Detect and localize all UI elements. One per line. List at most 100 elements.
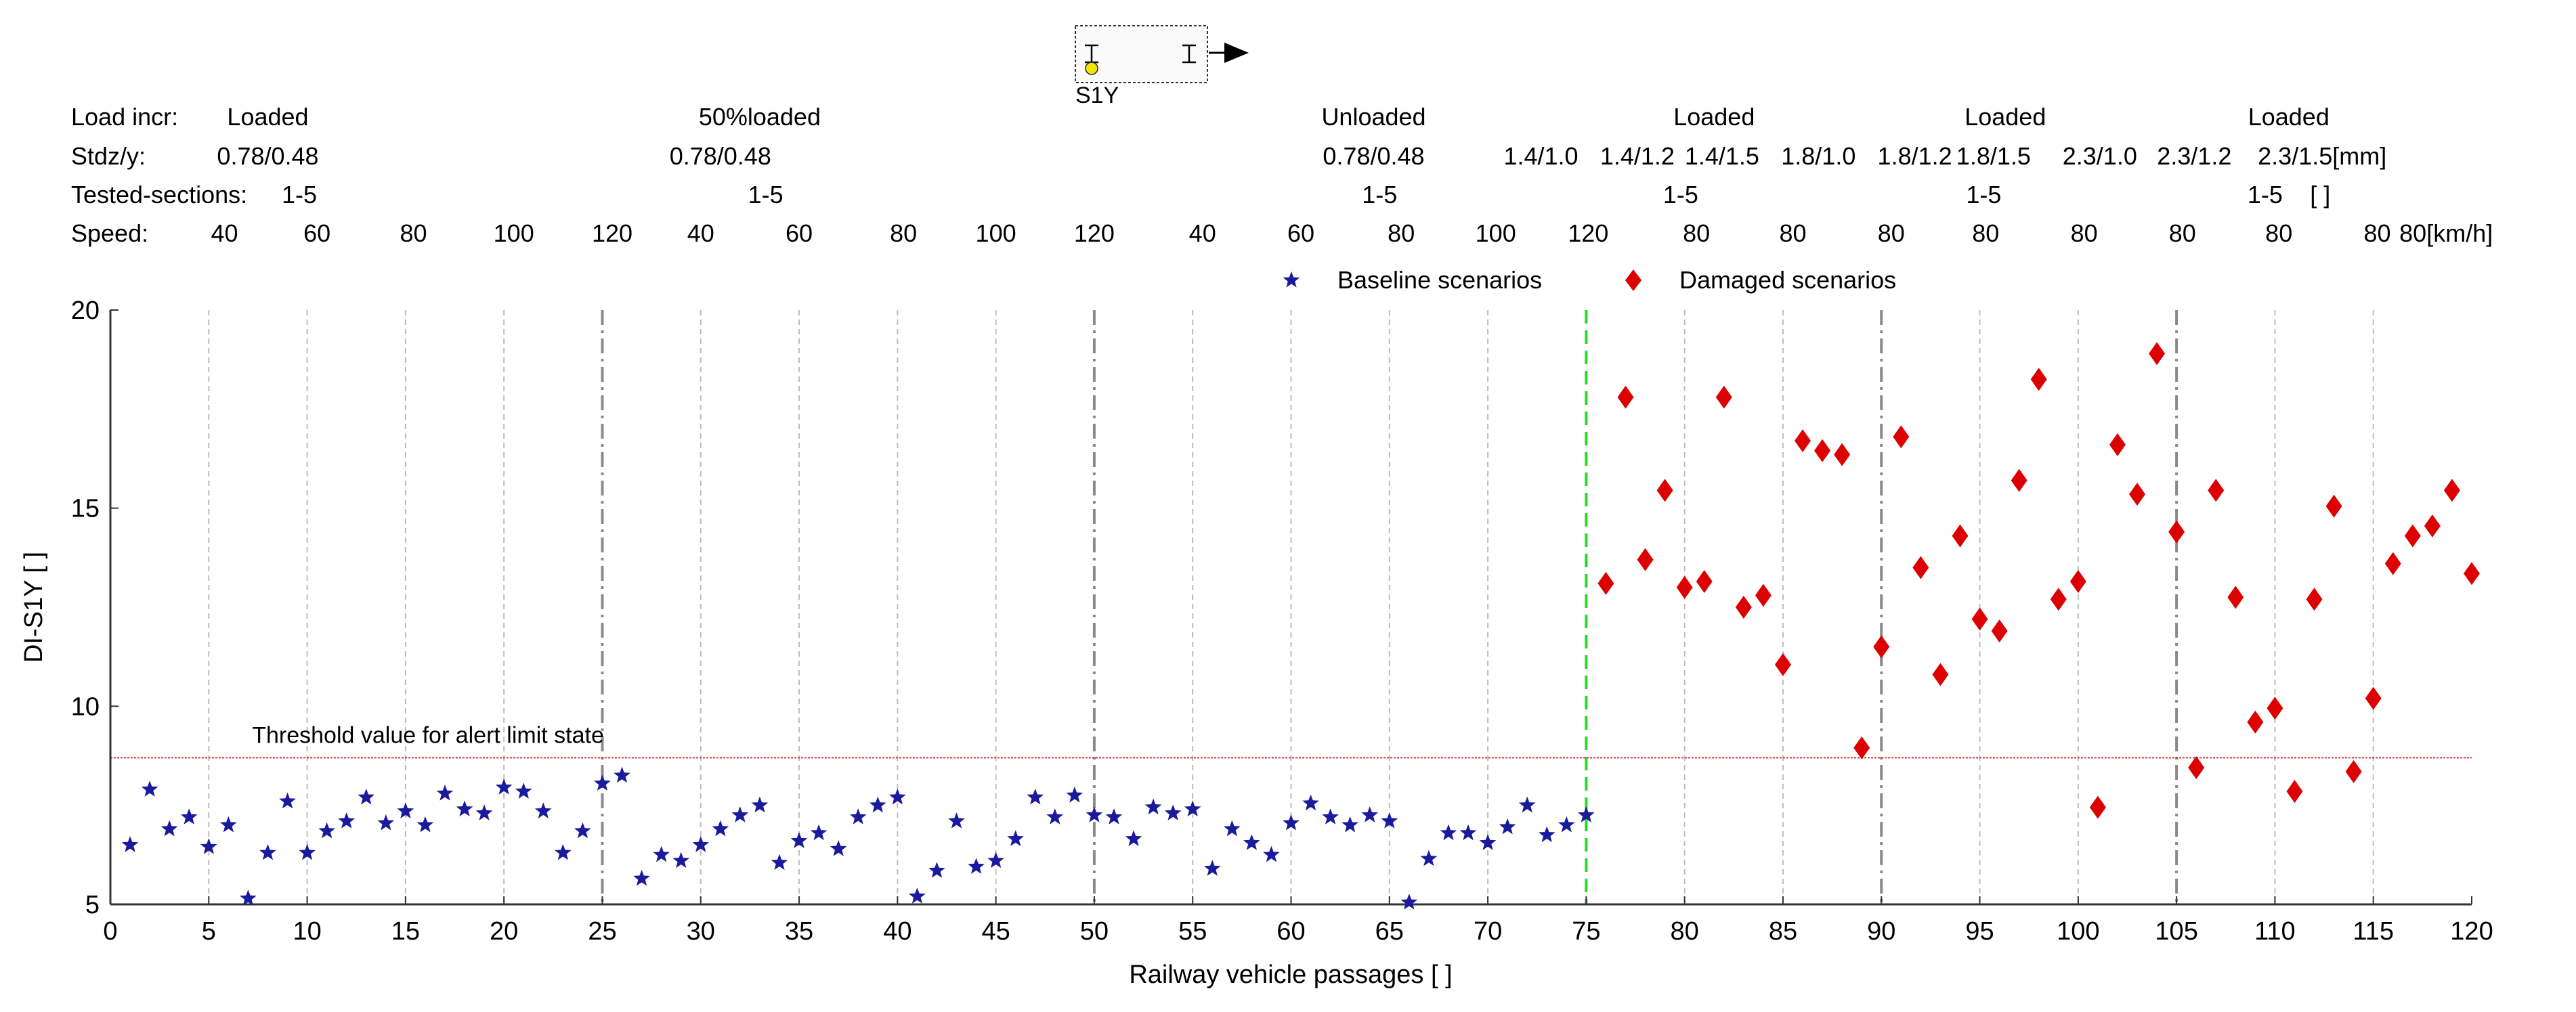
- baseline-point: [849, 808, 867, 824]
- x-tick-label: 110: [2254, 917, 2296, 946]
- damaged-point: [2247, 710, 2264, 734]
- x-tick-label: 40: [883, 917, 911, 946]
- baseline-point: [712, 820, 729, 837]
- header-cell: 100: [976, 219, 1016, 247]
- legend-marker-damaged: [1625, 269, 1641, 291]
- data-markers: [121, 342, 2480, 910]
- header-cell: 120: [592, 219, 632, 247]
- damaged-point: [2109, 433, 2126, 457]
- header-cell: 0.78/0.48: [217, 142, 318, 170]
- baseline-point: [240, 889, 257, 906]
- baseline-point: [1086, 806, 1103, 822]
- x-tick-label: 80: [1671, 917, 1699, 946]
- damaged-point: [2424, 514, 2441, 538]
- gridlines: [208, 310, 2374, 904]
- x-tick-label: 60: [1276, 917, 1305, 946]
- header-cell: 1-5: [1362, 181, 1397, 208]
- damaged-point: [1735, 596, 1752, 619]
- baseline-point: [1164, 804, 1182, 820]
- header-cell: 100: [494, 219, 534, 247]
- baseline-point: [1184, 800, 1201, 816]
- damaged-point: [2129, 483, 2146, 506]
- baseline-point: [515, 783, 532, 799]
- baseline-point: [968, 858, 985, 874]
- header-cell: 1.4/1.5: [1685, 142, 1759, 170]
- baseline-point: [1243, 834, 1260, 850]
- baseline-point: [1578, 806, 1595, 822]
- damaged-point: [2345, 760, 2362, 783]
- header-cell: 1-5: [282, 181, 317, 208]
- baseline-point: [771, 854, 788, 871]
- x-tick-label: 55: [1178, 917, 1207, 946]
- y-tick-label: 5: [85, 891, 100, 919]
- threshold-label: Threshold value for alert limit state: [252, 722, 604, 748]
- x-tick-label: 50: [1080, 917, 1109, 946]
- x-tick-label: 35: [785, 917, 813, 946]
- baseline-point: [1066, 787, 1083, 803]
- schematic-box: [1075, 25, 1208, 83]
- baseline-point: [338, 812, 356, 829]
- damaged-point: [2365, 686, 2382, 710]
- damaged-point: [1637, 548, 1654, 571]
- damaged-point: [2286, 780, 2303, 804]
- damaged-point: [2208, 479, 2225, 502]
- baseline-point: [1322, 808, 1339, 824]
- damaged-point: [1597, 571, 1614, 595]
- header-cell: 80: [1972, 219, 1999, 247]
- y-axis-label: DI-S1Y [ ]: [20, 552, 48, 663]
- damaged-point: [2306, 588, 2323, 611]
- baseline-point: [1046, 808, 1064, 824]
- baseline-point: [1361, 806, 1379, 822]
- sensor-dot-icon: [1085, 62, 1098, 75]
- damaged-point: [1676, 575, 1693, 599]
- baseline-point: [1440, 824, 1457, 841]
- header-row-label: Load incr:: [71, 103, 178, 131]
- header-cell: [ ]: [2310, 181, 2330, 208]
- baseline-point: [1400, 894, 1418, 910]
- baseline-point: [475, 804, 493, 820]
- damaged-point: [2325, 494, 2342, 518]
- header-cell: 40: [211, 219, 238, 247]
- baseline-point: [1224, 820, 1241, 837]
- baseline-point: [160, 820, 178, 837]
- baseline-point: [259, 843, 276, 860]
- header-cell: 0.78/0.48: [1323, 142, 1424, 170]
- x-tick-label: 100: [2057, 917, 2099, 946]
- header-cell: 80: [1878, 219, 1905, 247]
- x-tick-label: 10: [293, 917, 321, 946]
- baseline-point: [377, 814, 395, 831]
- baseline-point: [1027, 789, 1044, 805]
- baseline-point: [830, 840, 847, 856]
- header-row-label: Stdz/y:: [71, 142, 146, 170]
- baseline-point: [1144, 798, 1162, 815]
- legend-label-baseline: Baseline scenarios: [1337, 266, 1542, 294]
- damaged-point: [2149, 342, 2166, 366]
- header-cell: 1.8/1.0: [1781, 142, 1855, 170]
- header-cell: 120: [1074, 219, 1115, 247]
- baseline-point: [279, 792, 296, 809]
- x-tick-label: 5: [202, 917, 216, 946]
- x-tick-label: 95: [1965, 917, 1994, 946]
- x-tick-label: 20: [490, 917, 518, 946]
- header-cell: 60: [1287, 219, 1314, 247]
- legend-label-damaged: Damaged scenarios: [1679, 266, 1896, 294]
- y-tick-label: 15: [71, 495, 100, 523]
- baseline-point: [1007, 830, 1024, 846]
- baseline-point: [534, 802, 552, 818]
- x-tick-label: 105: [2155, 917, 2197, 946]
- scenario-header-table: Load incr: Loaded 50%loaded Unloaded Loaded L…: [71, 103, 2493, 247]
- damaged-point: [2050, 588, 2067, 611]
- x-axis-label: Railway vehicle passages [ ]: [1129, 961, 1452, 989]
- damaged-point: [1991, 619, 2008, 643]
- baseline-point: [1341, 816, 1358, 833]
- baseline-point: [594, 774, 611, 791]
- baseline-point: [141, 780, 158, 797]
- header-cell: 1.4/1.0: [1503, 142, 1578, 170]
- legend-marker-baseline: [1283, 271, 1300, 288]
- damaged-point: [1617, 385, 1634, 409]
- baseline-point: [672, 852, 690, 868]
- header-cell: 40: [1189, 219, 1216, 247]
- baseline-point: [1302, 794, 1319, 811]
- baseline-point: [1420, 850, 1438, 866]
